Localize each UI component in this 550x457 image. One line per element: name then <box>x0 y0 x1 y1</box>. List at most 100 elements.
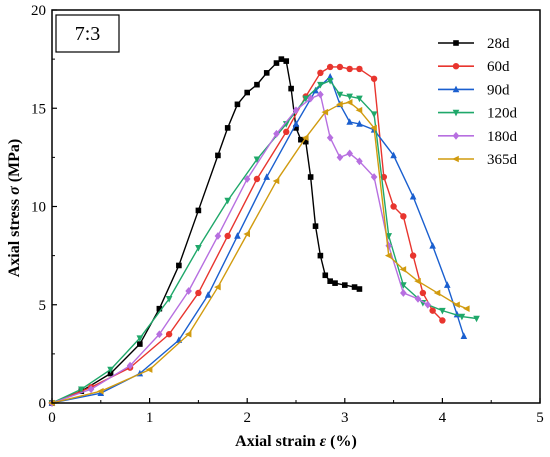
data-point-120d <box>224 197 231 205</box>
data-point-120d <box>419 299 427 307</box>
data-point-180d <box>214 232 222 240</box>
legend-swatch-marker <box>452 109 460 117</box>
panel-label: 7:3 <box>75 23 101 45</box>
data-point-90d <box>292 120 300 127</box>
data-point-120d <box>370 111 378 118</box>
legend-label: 120d <box>487 106 518 122</box>
data-point-365d <box>453 301 460 309</box>
data-point-120d <box>458 313 466 321</box>
data-point-365d <box>214 283 221 291</box>
data-point-28d <box>312 223 319 229</box>
data-point-90d <box>356 120 363 127</box>
x-axis-title: Axial strain ε (%) <box>235 433 357 450</box>
data-point-365d <box>336 101 343 108</box>
data-point-120d <box>473 315 480 323</box>
legend-swatch-marker <box>452 85 460 93</box>
legend-item-180d: 180d <box>438 129 518 145</box>
legend-label: 90d <box>487 82 510 98</box>
data-point-120d <box>195 244 202 252</box>
data-point-28d <box>244 89 250 96</box>
legend-label: 180d <box>487 129 518 145</box>
data-point-180d <box>356 157 363 166</box>
data-point-60d <box>439 317 446 324</box>
data-point-90d <box>346 118 353 125</box>
series-line-60d <box>51 66 443 404</box>
data-point-28d <box>332 280 338 286</box>
x-tick-label: 4 <box>439 410 447 426</box>
data-point-365d <box>321 108 329 116</box>
data-point-120d <box>439 307 446 315</box>
data-point-28d <box>224 125 231 131</box>
series-120d <box>48 77 480 407</box>
legend-item-120d: 120d <box>438 106 518 122</box>
data-point-90d <box>460 332 468 339</box>
data-point-28d <box>298 136 304 143</box>
data-point-28d <box>107 370 114 377</box>
data-point-180d <box>307 94 314 103</box>
series-line-180d <box>51 93 429 404</box>
data-point-120d <box>253 156 261 164</box>
data-point-180d <box>126 361 134 370</box>
y-tick-label: 10 <box>31 200 46 216</box>
data-point-60d <box>283 128 290 136</box>
data-point-60d <box>326 63 334 71</box>
data-point-60d <box>195 289 202 297</box>
data-point-120d <box>77 386 85 394</box>
data-point-28d <box>283 58 290 64</box>
data-point-60d <box>409 252 417 259</box>
data-point-90d <box>409 192 417 200</box>
panel-label-box: 7:3 <box>55 14 120 53</box>
data-point-28d <box>356 286 363 292</box>
data-point-120d <box>346 93 353 101</box>
data-point-28d <box>137 341 143 347</box>
data-point-90d <box>263 173 271 180</box>
series-line-90d <box>51 76 465 404</box>
x-axis-title-pre: Axial strain <box>235 433 319 450</box>
data-point-365d <box>463 305 470 312</box>
data-point-365d <box>272 177 280 185</box>
y-tick-label: 15 <box>31 101 46 117</box>
y-axis-title-symbol: σ <box>6 186 23 195</box>
series-90d <box>48 73 468 406</box>
series-180d <box>48 90 432 407</box>
data-point-28d <box>278 56 285 62</box>
data-point-28d <box>156 305 163 312</box>
data-point-60d <box>346 65 353 73</box>
data-point-180d <box>346 149 353 158</box>
data-point-28d <box>176 262 182 269</box>
series-layer <box>48 56 480 407</box>
data-point-365d <box>184 330 192 338</box>
x-tick-label: 5 <box>536 410 544 426</box>
data-point-365d <box>301 134 309 142</box>
data-point-120d <box>400 282 407 289</box>
data-point-180d <box>400 289 407 297</box>
data-point-120d <box>136 335 144 342</box>
legend-item-365d: 365d <box>438 152 518 168</box>
legend-item-90d: 90d <box>438 82 510 98</box>
y-tick-label: 20 <box>31 3 46 19</box>
data-point-180d <box>156 330 163 339</box>
data-point-60d <box>370 75 378 82</box>
data-point-180d <box>243 175 251 183</box>
data-point-60d <box>336 63 344 71</box>
data-point-28d <box>195 207 202 214</box>
data-point-120d <box>107 366 114 374</box>
data-point-90d <box>429 242 436 249</box>
legend-swatch-marker <box>452 62 460 70</box>
data-point-365d <box>433 289 441 297</box>
x-tick-label: 1 <box>146 410 154 426</box>
data-point-28d <box>307 174 314 180</box>
data-point-180d <box>317 90 324 99</box>
data-point-120d <box>165 296 173 303</box>
data-point-120d <box>326 77 334 85</box>
data-point-60d <box>356 65 363 73</box>
legend-swatch-marker <box>452 131 460 140</box>
data-point-180d <box>336 153 344 162</box>
legend-item-60d: 60d <box>438 59 510 75</box>
data-point-180d <box>424 300 432 309</box>
legend-label: 28d <box>487 36 510 52</box>
data-point-365d <box>97 387 104 395</box>
data-point-180d <box>292 106 300 115</box>
data-point-28d <box>317 252 324 259</box>
